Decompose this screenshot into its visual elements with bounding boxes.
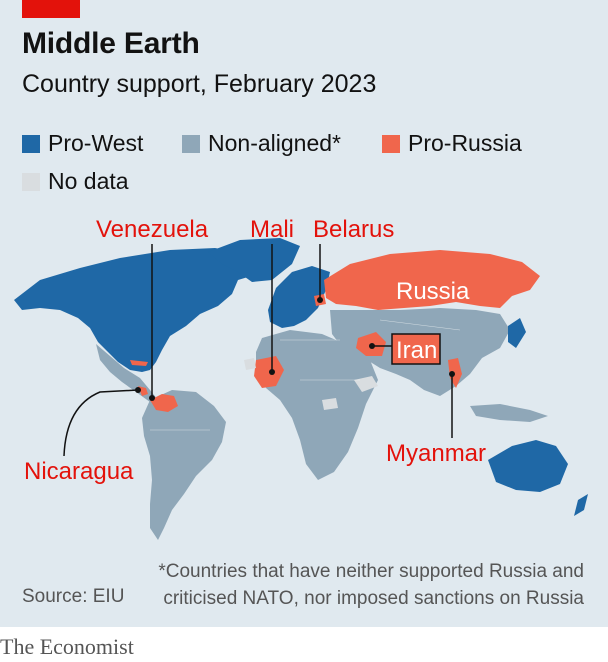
label-russia: Russia — [396, 278, 470, 305]
iran-label-box — [391, 333, 441, 365]
leader-dot-belarus — [317, 297, 323, 303]
region-greenland — [208, 238, 300, 282]
callout-belarus: Belarus — [313, 216, 395, 243]
brand-red-tab — [22, 0, 80, 18]
callout-venezuela: Venezuela — [96, 216, 209, 243]
label-iran: Iran — [396, 337, 438, 364]
leader-nicaragua — [63, 389, 139, 457]
borders — [150, 319, 461, 431]
leader-dot-venezuela — [149, 395, 155, 401]
legend-swatch-non-aligned — [182, 134, 200, 153]
callout-mali: Mali — [250, 216, 295, 243]
world-map — [0, 210, 608, 555]
legend-swatch-no-data — [22, 172, 40, 191]
region-no-data-west-sahara — [244, 358, 256, 370]
region-no-data-central-africa — [322, 398, 338, 410]
footnote: *Countries that have neither supported R… — [158, 561, 584, 609]
legend-swatch-pro-russia — [382, 134, 400, 153]
region-australia — [488, 440, 568, 492]
region-africa — [256, 330, 378, 480]
region-se-asia-islands — [470, 404, 548, 422]
legend-item-pro-russia: Pro-Russia — [382, 130, 522, 157]
region-south-america — [142, 390, 226, 540]
leader-dot-myanmar — [449, 371, 455, 377]
callout-nicaragua: Nicaragua — [24, 458, 134, 485]
chart-subtitle: Country support, February 2023 — [22, 70, 377, 98]
callout-myanmar: Myanmar — [386, 440, 487, 467]
legend-item-pro-west: Pro-West — [22, 130, 143, 157]
brand-wordmark: The Economist — [0, 634, 134, 659]
legend-swatch-pro-west — [22, 134, 40, 153]
region-europe — [268, 266, 330, 328]
legend-label-non-aligned: Non-aligned* — [208, 130, 341, 156]
legend-label-no-data: No data — [48, 168, 129, 194]
region-new-zealand — [574, 494, 588, 516]
leader-dot-iran — [369, 343, 375, 349]
source-note: Source: EIU — [22, 586, 125, 607]
legend-item-non-aligned: Non-aligned* — [182, 130, 341, 157]
chart-title: Middle Earth — [22, 27, 200, 60]
leader-dot-nicaragua — [135, 387, 141, 393]
region-japan — [508, 318, 526, 348]
region-venezuela — [150, 394, 178, 412]
legend-item-no-data: No data — [22, 168, 129, 195]
region-north-america — [14, 248, 268, 372]
leader-dot-mali — [269, 369, 275, 375]
region-cuba — [130, 360, 148, 366]
legend-label-pro-west: Pro-West — [48, 130, 144, 156]
region-russia — [324, 250, 540, 310]
world-map-svg — [14, 238, 588, 540]
legend-label-pro-russia: Pro-Russia — [408, 130, 522, 156]
